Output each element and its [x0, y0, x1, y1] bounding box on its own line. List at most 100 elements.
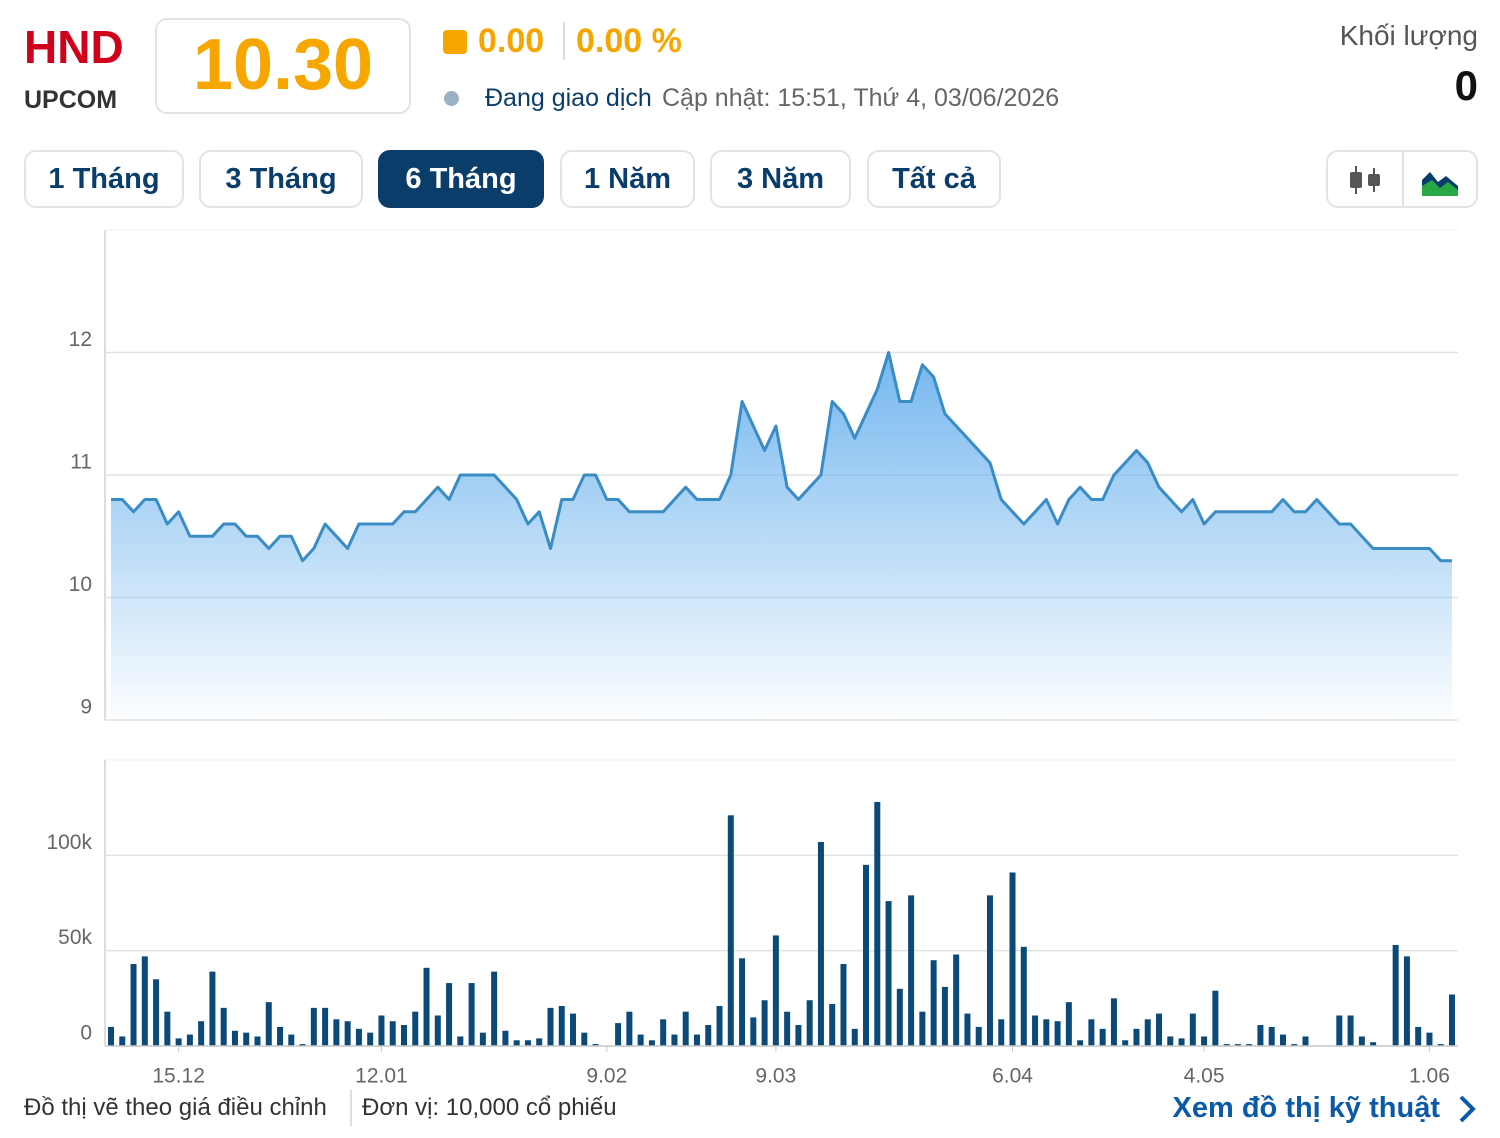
volume-bar	[772, 935, 779, 1046]
volume-bar	[254, 1036, 261, 1046]
volume-bar	[457, 1036, 464, 1046]
divider	[563, 22, 565, 60]
volume-bar	[739, 958, 746, 1046]
volume-bar	[919, 1011, 926, 1046]
footer-unit: Đơn vị: 10,000 cổ phiếu	[362, 1094, 617, 1121]
volume-bar	[243, 1032, 250, 1046]
x-tick-label: 1.06	[1409, 1065, 1450, 1088]
volume-bar	[626, 1011, 633, 1046]
volume-bar	[164, 1011, 171, 1046]
volume-bar	[986, 895, 993, 1046]
volume-bar	[198, 1021, 205, 1046]
volume-bar	[1392, 944, 1399, 1046]
volume-bar	[524, 1040, 531, 1046]
volume-bar	[367, 1032, 374, 1046]
volume-bar	[930, 960, 937, 1046]
volume-bar	[558, 1005, 565, 1046]
link-arrow[interactable]	[1456, 1094, 1478, 1124]
volume-bar	[817, 841, 824, 1046]
change-icon	[443, 30, 467, 54]
volume-bar	[1246, 1044, 1253, 1046]
range-tab[interactable]: Tất cả	[867, 150, 1001, 208]
volume-bar	[209, 971, 216, 1046]
volume-bar	[615, 1023, 622, 1046]
volume-bar	[536, 1038, 543, 1046]
range-tab[interactable]: 3 Năm	[710, 150, 851, 208]
volume-bar	[1167, 1036, 1174, 1046]
volume-bar	[141, 956, 148, 1046]
volume-bar	[1201, 1036, 1208, 1046]
y-tick-label: 50k	[58, 926, 92, 949]
volume-bar	[412, 1011, 419, 1046]
volume-bar	[1032, 1015, 1039, 1046]
x-tick-label: 9.02	[586, 1065, 627, 1088]
volume-bar	[682, 1011, 689, 1046]
volume-bar	[953, 954, 960, 1046]
volume-bar	[795, 1025, 802, 1046]
volume-bar	[1178, 1038, 1185, 1046]
x-tick-label: 9.03	[755, 1065, 796, 1088]
volume-bar	[502, 1030, 509, 1046]
volume-bar	[119, 1036, 126, 1046]
volume-bar	[727, 815, 734, 1046]
volume-bar	[592, 1044, 599, 1046]
tech-chart-link[interactable]: Xem đồ thị kỹ thuật	[1172, 1092, 1440, 1124]
volume-bar	[1122, 1040, 1129, 1046]
price-line	[111, 351, 1452, 563]
volume-bar	[186, 1034, 193, 1046]
volume-bar	[1370, 1042, 1377, 1046]
volume-bar	[1426, 1032, 1433, 1046]
volume-bar	[1302, 1036, 1309, 1046]
volume-bar	[344, 1021, 351, 1046]
range-tab[interactable]: 1 Năm	[560, 150, 695, 208]
volume-bar	[434, 1015, 441, 1046]
range-tab[interactable]: 1 Tháng	[24, 150, 184, 208]
volume-bar	[1065, 1002, 1072, 1046]
volume-bar	[153, 979, 160, 1046]
volume-bar	[1234, 1044, 1241, 1046]
range-tab[interactable]: 3 Tháng	[199, 150, 363, 208]
volume-label: Khối lượng	[1339, 20, 1478, 51]
change: 0.00	[478, 22, 545, 60]
status-dot	[444, 91, 459, 106]
candle-icon[interactable]	[1346, 164, 1384, 196]
volume-bar	[1009, 872, 1016, 1046]
volume: 0	[1454, 62, 1478, 109]
volume-bar	[468, 983, 475, 1046]
volume-bar	[693, 1034, 700, 1046]
volume-bar	[1189, 1013, 1196, 1046]
range-tab[interactable]: 6 Tháng	[378, 150, 544, 208]
volume-bar	[975, 1026, 982, 1046]
volume-bar	[1088, 1019, 1095, 1046]
volume-bar	[1291, 1044, 1298, 1046]
volume-bar	[479, 1032, 486, 1046]
volume-bar	[1437, 1044, 1444, 1046]
area-icon[interactable]	[1422, 166, 1460, 196]
volume-bar	[1043, 1019, 1050, 1046]
volume-bar	[716, 1005, 723, 1046]
volume-bar	[491, 971, 498, 1046]
y-tick-label: 9	[80, 696, 92, 719]
status: Đang giao dịch	[485, 84, 652, 112]
price-box	[155, 18, 411, 114]
x-tick-label: 15.12	[152, 1065, 205, 1088]
volume-bar	[998, 1019, 1005, 1046]
volume-bar	[908, 895, 915, 1046]
volume-bar	[389, 1021, 396, 1046]
volume-bar	[1279, 1034, 1286, 1046]
volume-bar	[277, 1026, 284, 1046]
view-toggle[interactable]	[1326, 150, 1478, 208]
volume-bar	[1099, 1028, 1106, 1046]
volume-bar	[513, 1040, 520, 1046]
volume-bar	[851, 1028, 858, 1046]
exchange: UPCOM	[24, 86, 118, 114]
volume-bar	[299, 1044, 306, 1046]
volume-bar	[175, 1038, 182, 1046]
y-tick-label: 10	[69, 573, 92, 596]
volume-bar	[400, 1025, 407, 1046]
volume-bar	[423, 967, 430, 1046]
volume-bar	[863, 864, 870, 1046]
volume-bar	[1156, 1013, 1163, 1046]
price: 10.30	[192, 25, 374, 105]
